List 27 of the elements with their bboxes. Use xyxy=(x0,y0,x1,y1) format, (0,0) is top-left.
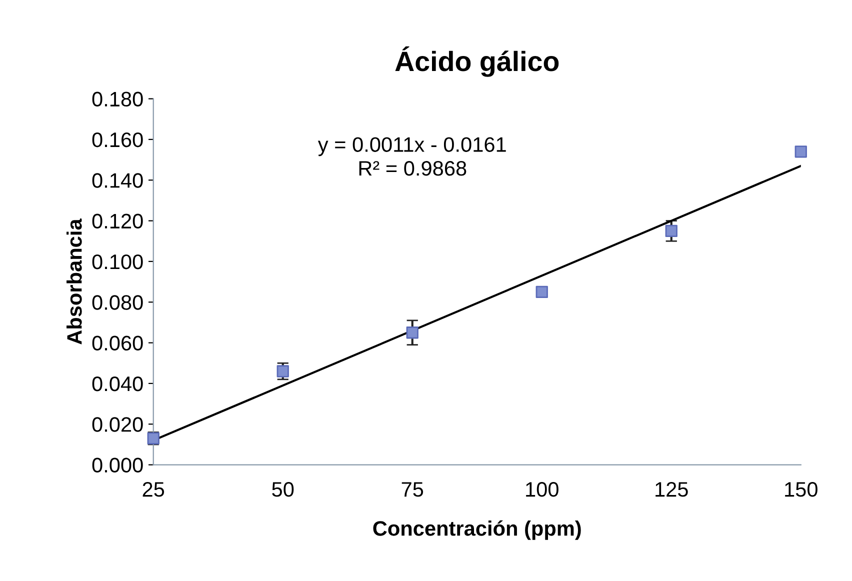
x-tick-label: 75 xyxy=(402,482,424,497)
y-tick-label: 0.060 xyxy=(92,336,143,351)
y-tick-label: 0.020 xyxy=(92,417,143,432)
chart-title: Ácido gálico xyxy=(395,46,559,77)
y-tick-label: 0.180 xyxy=(92,92,143,107)
x-tick-label: 150 xyxy=(785,482,818,497)
y-tick-label: 0.160 xyxy=(92,132,143,148)
point xyxy=(406,326,418,339)
x-tick-label: 100 xyxy=(526,482,558,497)
x-tick-label: 125 xyxy=(656,482,688,497)
y-tick-label: 0.040 xyxy=(92,376,143,392)
y-tick-label: 0.100 xyxy=(92,254,143,270)
x-tick-label: 25 xyxy=(142,482,164,497)
point xyxy=(147,432,160,444)
y-tick-label: 0.120 xyxy=(92,214,143,229)
annotation: R² = 0.9868 xyxy=(359,160,466,176)
x-axis-title: Concentración (ppm) xyxy=(373,520,581,540)
y-tick-label: 0.080 xyxy=(92,295,143,310)
x-tick-label: 50 xyxy=(272,482,294,497)
point xyxy=(536,286,548,298)
point xyxy=(276,365,289,378)
annotation: y = 0.0011x - 0.0161 xyxy=(318,137,506,156)
point xyxy=(665,224,678,238)
y-tick-label: 0.000 xyxy=(92,458,143,473)
y-axis-title: Absorbancia xyxy=(66,218,82,344)
y-tick-label: 0.140 xyxy=(92,173,143,188)
point xyxy=(794,146,807,158)
